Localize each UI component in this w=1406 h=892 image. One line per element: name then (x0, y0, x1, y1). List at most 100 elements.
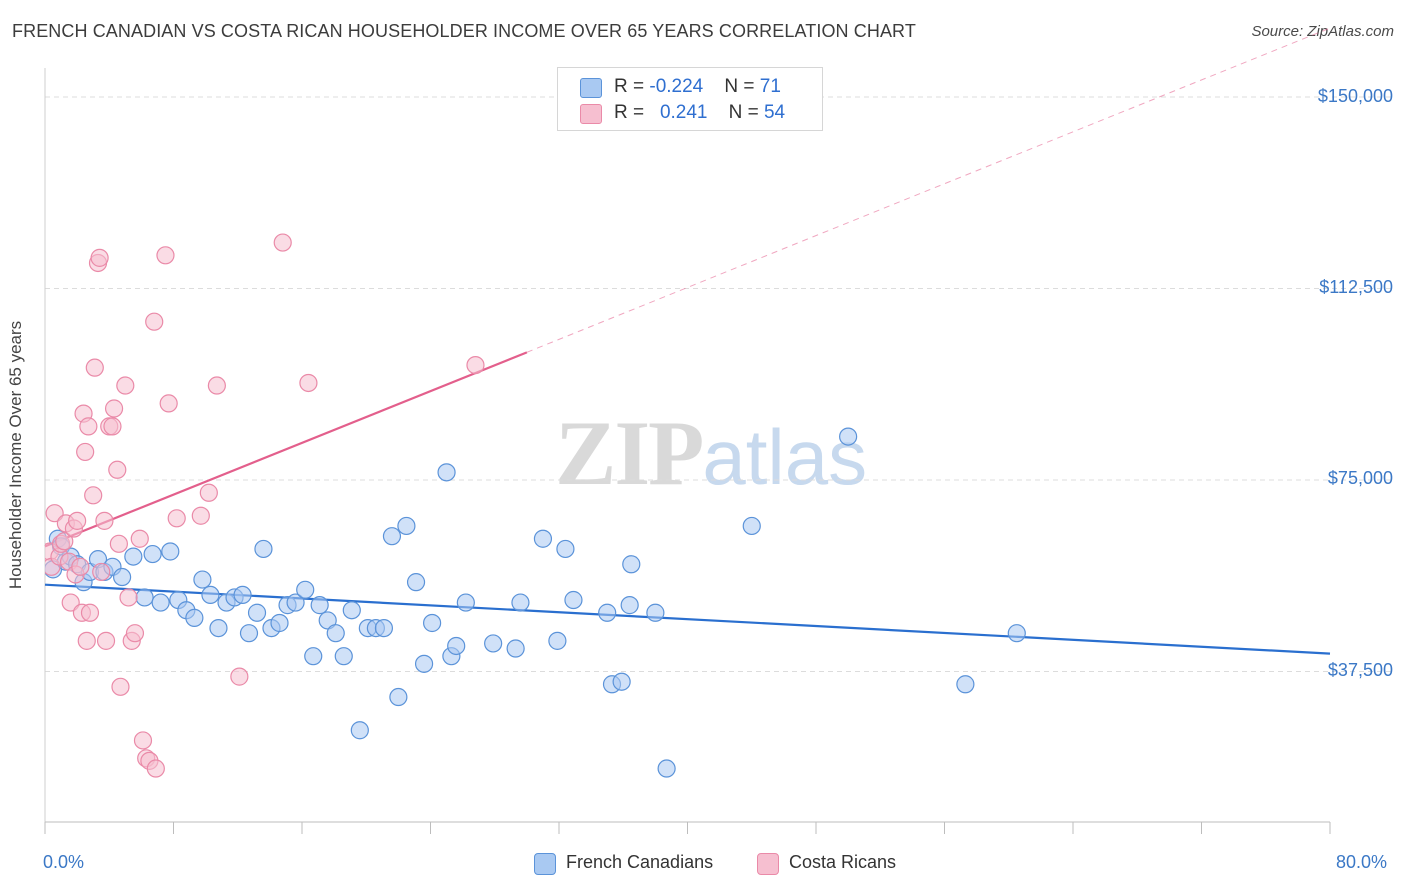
point-french-canadians (161, 542, 180, 561)
point-french-canadians (956, 675, 975, 694)
point-french-canadians (646, 603, 665, 622)
r-value: -0.224 (649, 76, 704, 97)
legend-swatch-pink (580, 104, 602, 124)
point-costa-ricans (199, 483, 218, 502)
point-french-canadians (201, 585, 220, 605)
axes (44, 68, 1331, 834)
point-french-canadians (447, 636, 466, 656)
point-costa-ricans (55, 532, 74, 551)
series-legend: French Canadians Costa Ricans (0, 852, 1406, 878)
n-label: N = (724, 76, 760, 97)
point-costa-ricans (191, 506, 210, 525)
n-value: 71 (759, 76, 781, 97)
point-french-canadians (254, 539, 273, 559)
point-french-canadians (423, 613, 442, 633)
point-french-canadians (564, 590, 583, 610)
y-tick-label-150000: $150,000 (1317, 86, 1393, 106)
point-french-canadians (612, 672, 631, 691)
point-french-canadians (414, 654, 434, 673)
legend-stats-text: R = 0.241 N = 54 (614, 102, 785, 124)
r-label: R = (614, 102, 650, 123)
point-costa-ricans (299, 373, 318, 393)
point-costa-ricans (119, 588, 138, 607)
legend-stats-text: R = -0.224 N = 71 (614, 76, 781, 98)
r-label: R = (614, 76, 650, 97)
watermark-zip: ZIP (555, 402, 704, 504)
point-costa-ricans (61, 593, 80, 612)
point-french-canadians (511, 593, 530, 612)
y-tick-label-75000: $75,000 (1327, 468, 1393, 488)
point-french-canadians (270, 613, 289, 633)
point-french-canadians (112, 567, 132, 587)
point-costa-ricans (103, 417, 122, 436)
point-french-canadians (135, 588, 154, 607)
point-costa-ricans (85, 358, 104, 377)
data-points (45, 233, 1026, 778)
point-french-canadians (334, 647, 353, 666)
x-tick-label-max: 80.0% (1336, 852, 1388, 872)
point-costa-ricans (466, 356, 485, 375)
n-label: N = (728, 102, 764, 123)
point-french-canadians (598, 603, 617, 622)
point-french-canadians (286, 593, 305, 612)
point-costa-ricans (76, 442, 95, 462)
x-tick-label-min: 0.0% (43, 852, 85, 872)
r-value: 0.241 (659, 102, 708, 123)
point-french-canadians (350, 721, 369, 740)
point-french-canadians (397, 516, 416, 536)
point-french-canadians (556, 539, 575, 559)
y-axis-label: Householder Income Over 65 years (6, 320, 25, 590)
point-costa-ricans (80, 603, 100, 622)
trend-lines (44, 27, 1331, 655)
point-french-canadians (484, 634, 503, 653)
point-french-canadians (374, 618, 394, 638)
point-french-canadians (389, 687, 408, 707)
point-costa-ricans (167, 509, 186, 528)
point-costa-ricans (230, 667, 249, 686)
point-costa-ricans (109, 534, 128, 553)
point-costa-ricans (159, 394, 178, 413)
legend-label: French Canadians (566, 852, 714, 872)
point-costa-ricans (207, 376, 226, 395)
point-costa-ricans (45, 504, 64, 523)
point-french-canadians (1007, 624, 1026, 643)
watermark-atlas: atlas (702, 413, 868, 501)
point-costa-ricans (125, 624, 145, 643)
point-costa-ricans (96, 631, 116, 650)
legend-swatch-blue (534, 853, 556, 875)
correlation-legend: R = -0.224 N = 71 R = 0.241 N = 54 (557, 67, 823, 131)
point-costa-ricans (116, 376, 135, 395)
point-costa-ricans (90, 248, 109, 267)
point-french-canadians (209, 618, 228, 638)
point-french-canadians (506, 639, 525, 658)
point-costa-ricans (108, 460, 127, 479)
zipatlas-watermark: ZIPatlas (555, 400, 867, 506)
trend-line-costa-ricans-extension (526, 27, 1331, 353)
point-costa-ricans (104, 399, 124, 418)
point-costa-ricans (130, 529, 149, 548)
point-costa-ricans (84, 486, 103, 505)
point-costa-ricans (95, 511, 114, 530)
point-french-canadians (742, 516, 761, 536)
point-french-canadians (533, 529, 553, 548)
point-french-canadians (247, 603, 267, 622)
point-french-canadians (839, 427, 858, 446)
trend-line-french-canadians (44, 583, 1331, 655)
legend-swatch-pink (757, 853, 779, 875)
point-costa-ricans (92, 562, 111, 582)
point-french-canadians (326, 624, 345, 643)
n-value: 54 (763, 102, 786, 123)
point-costa-ricans (146, 759, 165, 778)
point-french-canadians (310, 596, 329, 615)
point-french-canadians (657, 759, 676, 778)
point-costa-ricans (68, 511, 87, 530)
point-french-canadians (151, 593, 170, 612)
point-french-canadians (239, 624, 259, 643)
trend-line-costa-ricans (44, 351, 528, 548)
point-french-canadians (622, 555, 641, 574)
point-french-canadians (342, 601, 361, 620)
point-costa-ricans (79, 417, 98, 436)
point-costa-ricans (77, 631, 96, 650)
point-french-canadians (620, 596, 639, 615)
